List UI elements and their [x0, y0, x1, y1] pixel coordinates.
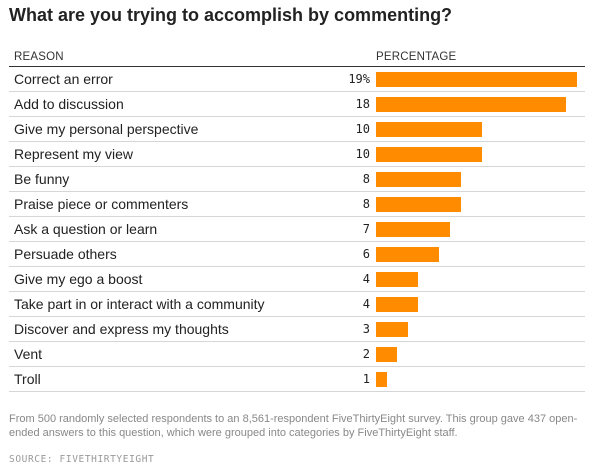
bar-chart-rows: Correct an error 19% Add to discussion 18 Gi…	[9, 67, 585, 392]
category-label: Discover and express my thoughts	[14, 321, 229, 337]
bar	[376, 272, 419, 287]
category-label: Troll	[14, 371, 41, 387]
category-label: Persuade others	[14, 246, 117, 262]
bar	[376, 222, 451, 237]
bar-row: Give my ego a boost 4	[9, 267, 585, 292]
category-label: Ask a question or learn	[14, 221, 158, 237]
bar-row: Give my personal perspective 10	[9, 117, 585, 142]
bar	[376, 147, 482, 162]
value-label: 8	[362, 197, 370, 211]
bar	[376, 97, 567, 112]
bar-row: Praise piece or commenters 8	[9, 192, 585, 217]
category-label: Give my personal perspective	[14, 121, 199, 137]
bar	[376, 122, 482, 137]
bar-row: Represent my view 10	[9, 142, 585, 167]
value-label: 6	[362, 247, 370, 261]
category-label: Give my ego a boost	[14, 271, 143, 287]
bar-row: Take part in or interact with a communit…	[9, 292, 585, 317]
value-label: 2	[362, 347, 370, 361]
bar-row: Persuade others 6	[9, 242, 585, 267]
bar	[376, 347, 398, 362]
value-label: 4	[362, 272, 370, 286]
percentage-column-header: PERCENTAGE	[376, 51, 457, 63]
bar-row: Ask a question or learn 7	[9, 217, 585, 242]
category-label: Take part in or interact with a communit…	[14, 296, 265, 312]
category-label: Add to discussion	[14, 96, 124, 112]
value-label: 7	[362, 222, 370, 236]
category-label: Praise piece or commenters	[14, 196, 189, 212]
bar	[376, 322, 408, 337]
bar	[376, 297, 419, 312]
bar	[376, 197, 461, 212]
bar	[376, 372, 387, 387]
bar-row: Correct an error 19%	[9, 67, 585, 92]
bar-row: Add to discussion 18	[9, 92, 585, 117]
value-label: 4	[362, 297, 370, 311]
value-label: 18	[355, 97, 370, 111]
category-label: Vent	[14, 346, 43, 362]
bar	[376, 247, 440, 262]
bar-row: Vent 2	[9, 342, 585, 367]
category-label: Be funny	[14, 171, 70, 187]
bar	[376, 72, 577, 87]
value-label: 8	[362, 172, 370, 186]
category-label: Correct an error	[14, 71, 113, 87]
chart-source: SOURCE: FIVETHIRTYEIGHT	[9, 454, 155, 465]
bar-row: Troll 1	[9, 367, 585, 392]
reason-column-header: REASON	[14, 51, 64, 63]
bar	[376, 172, 461, 187]
chart-title: What are you trying to accomplish by com…	[9, 5, 453, 25]
value-label: 19%	[348, 72, 370, 86]
value-label: 10	[355, 122, 370, 136]
chart-note: From 500 randomly selected respondents t…	[9, 413, 578, 439]
value-label: 3	[362, 322, 370, 336]
value-label: 10	[355, 147, 370, 161]
bar-row: Discover and express my thoughts 3	[9, 317, 585, 342]
bar-row: Be funny 8	[9, 167, 585, 192]
category-label: Represent my view	[14, 146, 134, 162]
header-rule	[9, 66, 585, 67]
value-label: 1	[362, 372, 370, 386]
